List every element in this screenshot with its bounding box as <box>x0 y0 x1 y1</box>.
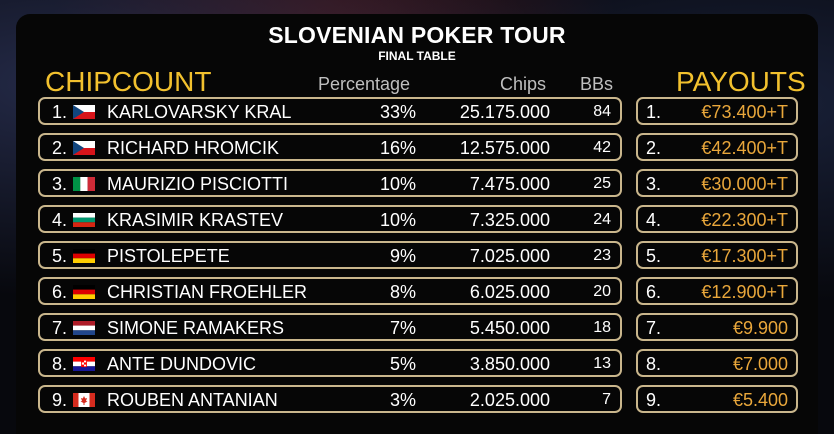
chips-header: Chips <box>500 74 547 94</box>
rank: 3. <box>52 174 68 194</box>
rank: 2. <box>52 138 68 158</box>
chips: 3.850.000 <box>469 354 550 374</box>
chipcount-row: 6. CHRISTIAN FROEHLER 8% 6.025.000 20 <box>38 277 622 305</box>
chipcount-row: 9. ROUBEN ANTANIAN 3% 2.025.000 7 <box>38 385 622 413</box>
chipcount-title: CHIPCOUNT <box>45 66 212 97</box>
player-name: ANTE DUNDOVIC <box>107 354 257 374</box>
chips: 7.325.000 <box>469 210 550 230</box>
payout-rank: 5. <box>646 246 662 266</box>
payout-rank: 8. <box>646 354 662 374</box>
bbs-header: BBs <box>580 74 614 94</box>
chipcount-row: 1. KARLOVARSKY KRAL 33% 25.175.000 84 <box>38 97 622 125</box>
percentage: 33% <box>379 102 416 122</box>
chipcount-row: 2. RICHARD HROMCIK 16% 12.575.000 42 <box>38 133 622 161</box>
chipcount-row: 3. MAURIZIO PISCIOTTI 10% 7.475.000 25 <box>38 169 622 197</box>
payout-rank: 3. <box>646 174 662 194</box>
payout-amount: €42.400+T <box>701 138 788 158</box>
payout-amount: €5.400 <box>732 390 788 410</box>
player-name: KARLOVARSKY KRAL <box>107 102 292 122</box>
chips: 25.175.000 <box>459 102 550 122</box>
player-name: SIMONE RAMAKERS <box>107 318 285 338</box>
payout-rank: 2. <box>646 138 662 158</box>
percentage: 5% <box>389 354 416 374</box>
page-subtitle: FINAL TABLE <box>378 49 456 63</box>
percentage: 10% <box>379 174 416 194</box>
player-name: KRASIMIR KRASTEV <box>107 210 284 230</box>
big-blinds: 20 <box>593 283 611 300</box>
percentage: 16% <box>379 138 416 158</box>
player-name: ROUBEN ANTANIAN <box>107 390 278 410</box>
germany-flag-icon <box>73 249 95 263</box>
croatia-flag-icon <box>73 357 95 371</box>
player-name: CHRISTIAN FROEHLER <box>107 282 308 302</box>
rank: 9. <box>52 390 68 410</box>
big-blinds: 7 <box>602 391 611 408</box>
big-blinds: 24 <box>593 211 611 228</box>
payout-rank: 4. <box>646 210 662 230</box>
page-title: SLOVENIAN POKER TOUR <box>268 22 566 48</box>
big-blinds: 42 <box>593 139 611 156</box>
big-blinds: 18 <box>593 319 611 336</box>
rank: 4. <box>52 210 68 230</box>
payout-amount: €12.900+T <box>701 282 788 302</box>
player-name: MAURIZIO PISCIOTTI <box>107 174 289 194</box>
player-name: PISTOLEPETE <box>107 246 230 266</box>
final-table-panel <box>16 14 818 434</box>
chipcount-row: 5. PISTOLEPETE 9% 7.025.000 23 <box>38 241 622 269</box>
payout-row: 5. €17.300+T <box>636 241 798 269</box>
chipcount-row: 8. ANTE DUNDOVIC 5% 3.850.000 13 <box>38 349 622 377</box>
payout-row: 6. €12.900+T <box>636 277 798 305</box>
percentage: 8% <box>389 282 416 302</box>
payout-amount: €9.900 <box>732 318 788 338</box>
player-name: RICHARD HROMCIK <box>107 138 280 158</box>
canada-flag-icon <box>73 393 95 407</box>
big-blinds: 25 <box>593 175 611 192</box>
payout-rank: 6. <box>646 282 662 302</box>
czech-flag-icon <box>73 105 95 119</box>
big-blinds: 84 <box>593 103 611 120</box>
percentage: 10% <box>379 210 416 230</box>
chips: 7.025.000 <box>469 246 550 266</box>
payout-rank: 1. <box>646 102 662 122</box>
czech-flag-icon <box>73 141 95 155</box>
payout-row: 4. €22.300+T <box>636 205 798 233</box>
bulgaria-flag-icon <box>73 213 95 227</box>
chips: 2.025.000 <box>469 390 550 410</box>
payout-amount: €73.400+T <box>701 102 788 122</box>
rank: 7. <box>52 318 68 338</box>
payout-rank: 9. <box>646 390 662 410</box>
rank: 5. <box>52 246 68 266</box>
payouts-title: PAYOUTS <box>676 66 806 97</box>
rank: 6. <box>52 282 68 302</box>
chipcount-row: 4. KRASIMIR KRASTEV 10% 7.325.000 24 <box>38 205 622 233</box>
chips: 7.475.000 <box>469 174 550 194</box>
chips: 5.450.000 <box>469 318 550 338</box>
chips: 6.025.000 <box>469 282 550 302</box>
big-blinds: 23 <box>593 247 611 264</box>
payout-row: 1. €73.400+T <box>636 97 798 125</box>
big-blinds: 13 <box>593 355 611 372</box>
payout-amount: €30.000+T <box>701 174 788 194</box>
rank: 8. <box>52 354 68 374</box>
payout-amount: €7.000 <box>732 354 788 374</box>
payout-amount: €17.300+T <box>701 246 788 266</box>
italy-flag-icon <box>73 177 95 191</box>
germany-flag-icon <box>73 285 95 299</box>
percentage: 9% <box>389 246 416 266</box>
payout-row: 9. €5.400 <box>636 385 798 413</box>
payout-row: 2. €42.400+T <box>636 133 798 161</box>
payout-amount: €22.300+T <box>701 210 788 230</box>
chipcount-row: 7. SIMONE RAMAKERS 7% 5.450.000 18 <box>38 313 622 341</box>
percentage: 3% <box>389 390 416 410</box>
payout-row: 8. €7.000 <box>636 349 798 377</box>
percentage-header: Percentage <box>318 74 411 94</box>
payout-row: 7. €9.900 <box>636 313 798 341</box>
rank: 1. <box>52 102 68 122</box>
netherlands-flag-icon <box>73 321 95 335</box>
chips: 12.575.000 <box>459 138 550 158</box>
payout-rank: 7. <box>646 318 662 338</box>
payout-row: 3. €30.000+T <box>636 169 798 197</box>
percentage: 7% <box>389 318 416 338</box>
